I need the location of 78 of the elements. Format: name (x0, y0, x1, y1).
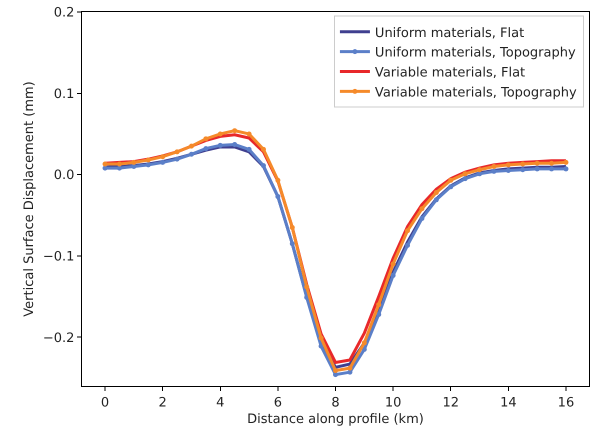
point (260, 163, 266, 168)
point (218, 142, 223, 148)
point (405, 228, 410, 234)
x-tick-label: 0 (100, 396, 110, 411)
point (275, 194, 280, 200)
point (534, 166, 540, 172)
point (549, 160, 554, 166)
point (419, 216, 424, 222)
point (448, 178, 454, 183)
point (563, 166, 568, 172)
point (146, 157, 151, 162)
point (549, 166, 554, 172)
point (318, 344, 324, 349)
point (506, 162, 511, 168)
point (347, 366, 352, 371)
x-axis-title: Distance along profile (km) (247, 412, 424, 428)
point (260, 146, 266, 152)
point (174, 156, 180, 162)
point (362, 346, 367, 352)
point (491, 164, 496, 169)
point (203, 136, 208, 142)
point (188, 144, 194, 149)
point (434, 190, 439, 195)
point (477, 171, 482, 176)
point (246, 131, 252, 136)
x-tick-label: 12 (442, 396, 460, 411)
point (506, 168, 511, 174)
point (362, 340, 367, 346)
point (563, 160, 568, 165)
x-tick-label: 6 (274, 396, 282, 411)
x-tick-label: 10 (384, 396, 402, 411)
point (520, 162, 526, 167)
point (390, 272, 396, 278)
point (160, 154, 166, 160)
y-tick-label: −0.2 (42, 330, 74, 346)
x-tick-label: 8 (331, 396, 340, 411)
point (218, 131, 223, 136)
point (232, 142, 238, 148)
point (318, 336, 324, 341)
point (491, 168, 496, 174)
point (376, 312, 382, 317)
point (246, 146, 252, 152)
point (390, 262, 396, 267)
point (160, 160, 166, 165)
point (146, 162, 151, 168)
point (419, 206, 424, 212)
point (275, 178, 280, 183)
y-axis-title: Vertical Surface Displacement (mm) (22, 81, 37, 317)
legend-label: Variable materials, Topography (374, 85, 577, 100)
y-tick-label: 0.1 (54, 86, 74, 102)
x-tick-label: 14 (500, 396, 517, 411)
point (232, 128, 238, 134)
point (131, 160, 136, 165)
point (534, 160, 540, 166)
point (174, 149, 180, 154)
x-tick-label: 16 (558, 396, 574, 411)
point (448, 184, 454, 190)
legend-label: Variable materials, Flat (374, 66, 526, 81)
legend-label: Uniform materials, Flat (374, 26, 524, 41)
y-tick-label: 0.0 (54, 168, 74, 184)
point (462, 171, 468, 176)
point (290, 224, 295, 230)
point (304, 284, 310, 290)
point (333, 368, 338, 374)
point (405, 242, 410, 248)
y-tick-label: 0.2 (54, 6, 74, 21)
x-tick-label: 4 (216, 396, 224, 411)
legend-label: Uniform materials, Topography (374, 46, 576, 61)
point (434, 197, 439, 202)
point (520, 167, 526, 172)
point (203, 146, 208, 152)
point (188, 152, 194, 157)
point (477, 167, 482, 172)
y-tick-label: −0.1 (42, 249, 74, 264)
point (290, 241, 295, 246)
x-tick-label: 2 (158, 396, 167, 411)
point (376, 302, 382, 308)
point (462, 176, 468, 182)
